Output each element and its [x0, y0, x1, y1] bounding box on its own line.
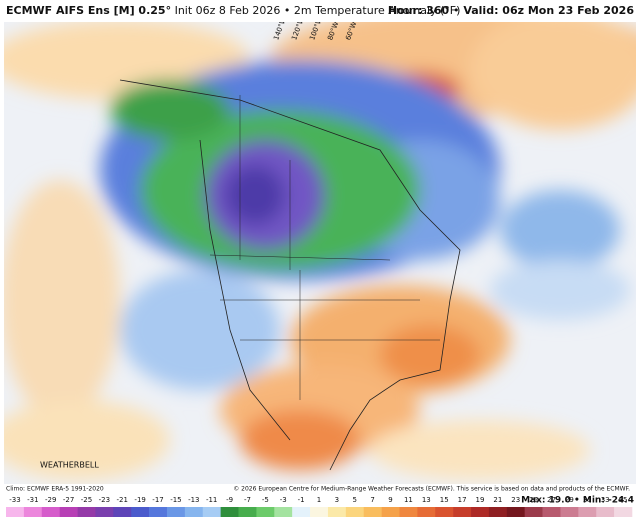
- colorbar-swatch: [274, 507, 293, 517]
- colorbar-swatch: [184, 507, 204, 517]
- colorbar-swatch: [6, 507, 25, 517]
- logo: WEATHERBELL: [40, 461, 99, 470]
- colorbar-swatch: [435, 507, 454, 517]
- valid: Valid: 06z Mon 23 Feb 2026: [463, 4, 634, 17]
- colorbar-tick-label: -23: [99, 496, 110, 504]
- colorbar-swatch: [113, 507, 132, 517]
- colorbar-swatch: [292, 507, 311, 517]
- colorbar-swatch: [310, 507, 329, 517]
- colorbar-swatch: [560, 507, 579, 517]
- colorbar-tick-label: -33: [9, 496, 20, 504]
- colorbar-tick-label: 7: [370, 496, 374, 504]
- colorbar-tick-label: 25: [529, 496, 538, 504]
- colorbar-tick-label: 17: [458, 496, 467, 504]
- colorbar-swatch: [202, 507, 221, 517]
- colorbar-swatch: [524, 507, 543, 517]
- colorbar-swatch: [596, 507, 615, 517]
- colorbar-tick-label: -5: [262, 496, 269, 504]
- colorbar-swatch: [220, 507, 239, 517]
- colorbar-swatch: [149, 507, 168, 517]
- colorbar-swatch: [166, 507, 186, 517]
- anomaly-field: [4, 22, 636, 480]
- separator: •: [453, 4, 460, 17]
- colorbar-tick-label: -21: [117, 496, 128, 504]
- colorbar-swatch: [77, 507, 96, 517]
- colorbar-tick-label: 27: [547, 496, 556, 504]
- colorbar-tick-label: 3: [335, 496, 339, 504]
- colorbar-swatch: [327, 507, 347, 517]
- colorbar-tick-label: -9: [226, 496, 233, 504]
- colorbar-swatch: [41, 507, 60, 517]
- colorbar-tick-label: -19: [134, 496, 145, 504]
- colorbar-swatch: [488, 507, 508, 517]
- colorbar-swatch: [131, 507, 150, 517]
- colorbar-swatch: [23, 507, 43, 517]
- copyright: © 2026 European Centre for Medium-Range …: [233, 486, 630, 493]
- colorbar-tick-label: 1: [317, 496, 321, 504]
- colorbar-tick-label: 29: [565, 496, 574, 504]
- colorbar-tick-label: -27: [63, 496, 74, 504]
- colorbar-swatch: [256, 507, 275, 517]
- colorbar-tick-label: -15: [170, 496, 181, 504]
- max-min: Max: 19.0 • Min: -24.4: [521, 496, 634, 506]
- colorbar-swatch: [381, 507, 400, 517]
- colorbar: -33 -31 -29 -27 -25 -23 -21 -19 -17 -15 -13 -11 -9 -7…: [6, 496, 633, 517]
- colorbar-tick-label: -7: [244, 496, 251, 504]
- colorbar-swatch: [417, 507, 436, 517]
- colorbar-swatch: [453, 507, 472, 517]
- colorbar-swatch: [345, 507, 365, 517]
- colorbar-tick-label: -3: [280, 496, 287, 504]
- colorbar-swatch: [95, 507, 114, 517]
- colorbar-tick-label: -13: [188, 496, 199, 504]
- colorbar-tick-label: 9: [388, 496, 392, 504]
- climo: Climo: ECMWF ERA-5 1991-2020: [6, 486, 104, 493]
- colorbar-tick-label: 21: [493, 496, 502, 504]
- colorbar-tick-label: 19: [476, 496, 485, 504]
- colorbar-swatch: [542, 507, 561, 517]
- colorbar-swatch: [506, 507, 525, 517]
- colorbar-swatch: [471, 507, 490, 517]
- colorbar-tick-label: 5: [353, 496, 357, 504]
- colorbar-tick-label: 11: [404, 496, 413, 504]
- colorbar-swatch: [363, 507, 382, 517]
- title-rest: Init 06z 8 Feb 2026 • 2m Temperature Ano…: [175, 4, 461, 17]
- colorbar-tick-label: -17: [152, 496, 163, 504]
- colorbar-tick-label: 33: [601, 496, 610, 504]
- colorbar-swatch: [59, 507, 78, 517]
- colorbar-tick-label: 13: [422, 496, 431, 504]
- map: 140°W 120°W 100°W 80°W 60°W WEATHERBELL: [4, 22, 636, 484]
- header-title: ECMWF AIFS Ens [M] 0.25° Init 06z 8 Feb …: [6, 4, 460, 17]
- colorbar-swatch: [578, 507, 597, 517]
- colorbar-tick-label: -31: [27, 496, 38, 504]
- colorbar-tick-label: 23: [511, 496, 520, 504]
- hour: Hour: 360: [388, 4, 450, 17]
- header-valid: Hour: 360 • Valid: 06z Mon 23 Feb 2026: [388, 4, 634, 17]
- colorbar-tick-label: -1: [298, 496, 305, 504]
- colorbar-swatch: [238, 507, 257, 517]
- colorbar-tick-label: 31: [583, 496, 592, 504]
- colorbar-swatch: [614, 507, 633, 517]
- colorbar-tick-label: 15: [440, 496, 449, 504]
- colorbar-tick-label: -11: [206, 496, 217, 504]
- colorbar-tick-label: -25: [81, 496, 92, 504]
- title-bold: ECMWF AIFS Ens [M] 0.25°: [6, 4, 171, 17]
- colorbar-tick-label: 35: [619, 496, 628, 504]
- colorbar-tick-label: -29: [45, 496, 56, 504]
- coastline: [119, 79, 461, 471]
- colorbar-swatch: [399, 507, 418, 517]
- borders: [209, 95, 440, 400]
